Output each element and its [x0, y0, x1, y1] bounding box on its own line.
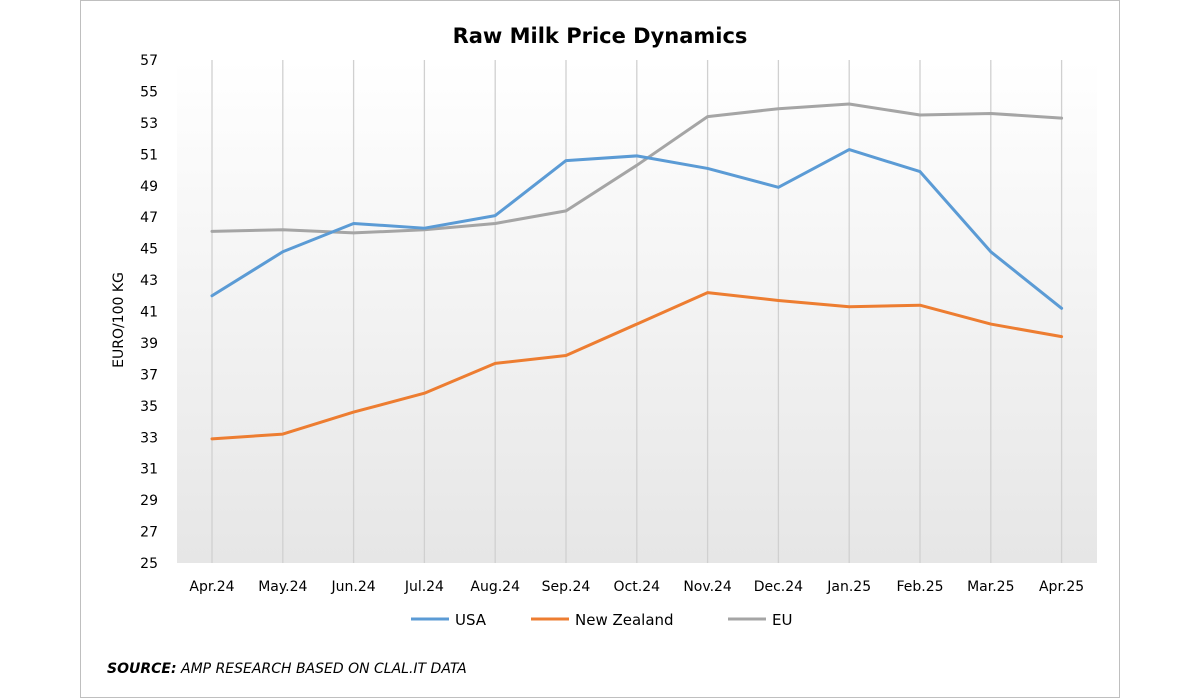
y-tick-29: 29	[140, 493, 158, 509]
y-tick-51: 51	[140, 147, 158, 163]
gridlines	[211, 60, 1063, 563]
x-tick-Dec.24: Dec.24	[754, 579, 803, 595]
x-tick-Jun.24: Jun.24	[331, 579, 376, 595]
y-tick-37: 37	[140, 367, 158, 383]
y-tick-27: 27	[140, 525, 158, 541]
y-tick-55: 55	[140, 84, 158, 100]
legend-label-eu: EU	[772, 611, 792, 629]
y-tick-41: 41	[140, 305, 158, 321]
y-tick-labels: 25 27 29 31 33 35 37 39 41 43 45 47 49 51 53 55 57	[140, 53, 158, 572]
legend-label-new-zealand: New Zealand	[575, 611, 674, 629]
legend: USA New Zealand EU	[411, 611, 792, 629]
x-tick-Apr.24: Apr.24	[189, 579, 234, 595]
legend-label-usa: USA	[455, 611, 487, 629]
source-text: AMP RESEARCH BASED ON CLAL.IT DATA	[176, 661, 467, 677]
series-line-new-zealand	[210, 291, 1064, 441]
series-line-eu	[210, 102, 1064, 235]
x-tick-May.24: May.24	[258, 579, 307, 595]
chart-title: Raw Milk Price Dynamics	[453, 24, 748, 48]
y-tick-45: 45	[140, 242, 158, 258]
y-tick-53: 53	[140, 116, 158, 132]
y-tick-43: 43	[140, 273, 158, 289]
x-tick-Oct.24: Oct.24	[614, 579, 661, 595]
y-tick-33: 33	[140, 430, 158, 446]
y-tick-49: 49	[140, 179, 158, 195]
x-tick-Sep.24: Sep.24	[542, 579, 591, 595]
x-tick-Apr.25: Apr.25	[1039, 579, 1084, 595]
source-label: SOURCE:	[107, 661, 177, 677]
x-tick-Jan.25: Jan.25	[826, 579, 871, 595]
x-tick-Mar.25: Mar.25	[967, 579, 1014, 595]
source-note: SOURCE: AMP RESEARCH BASED ON CLAL.IT DA…	[107, 661, 467, 677]
y-tick-39: 39	[140, 336, 158, 352]
x-tick-labels: Apr.24 May.24 Jun.24 Jul.24 Aug.24 Sep.24 Oct.…	[189, 579, 1084, 595]
x-tick-Nov.24: Nov.24	[683, 579, 732, 595]
series-line-usa	[210, 148, 1064, 310]
y-tick-47: 47	[140, 210, 158, 226]
y-tick-31: 31	[140, 462, 158, 478]
x-tick-Jul.24: Jul.24	[404, 579, 444, 595]
series-lines	[210, 102, 1064, 441]
x-tick-Feb.25: Feb.25	[896, 579, 943, 595]
y-tick-57: 57	[140, 53, 158, 69]
x-tick-Aug.24: Aug.24	[470, 579, 520, 595]
y-tick-25: 25	[140, 556, 158, 572]
y-tick-35: 35	[140, 399, 158, 415]
y-axis-title: EURO/100 KG	[111, 272, 127, 368]
